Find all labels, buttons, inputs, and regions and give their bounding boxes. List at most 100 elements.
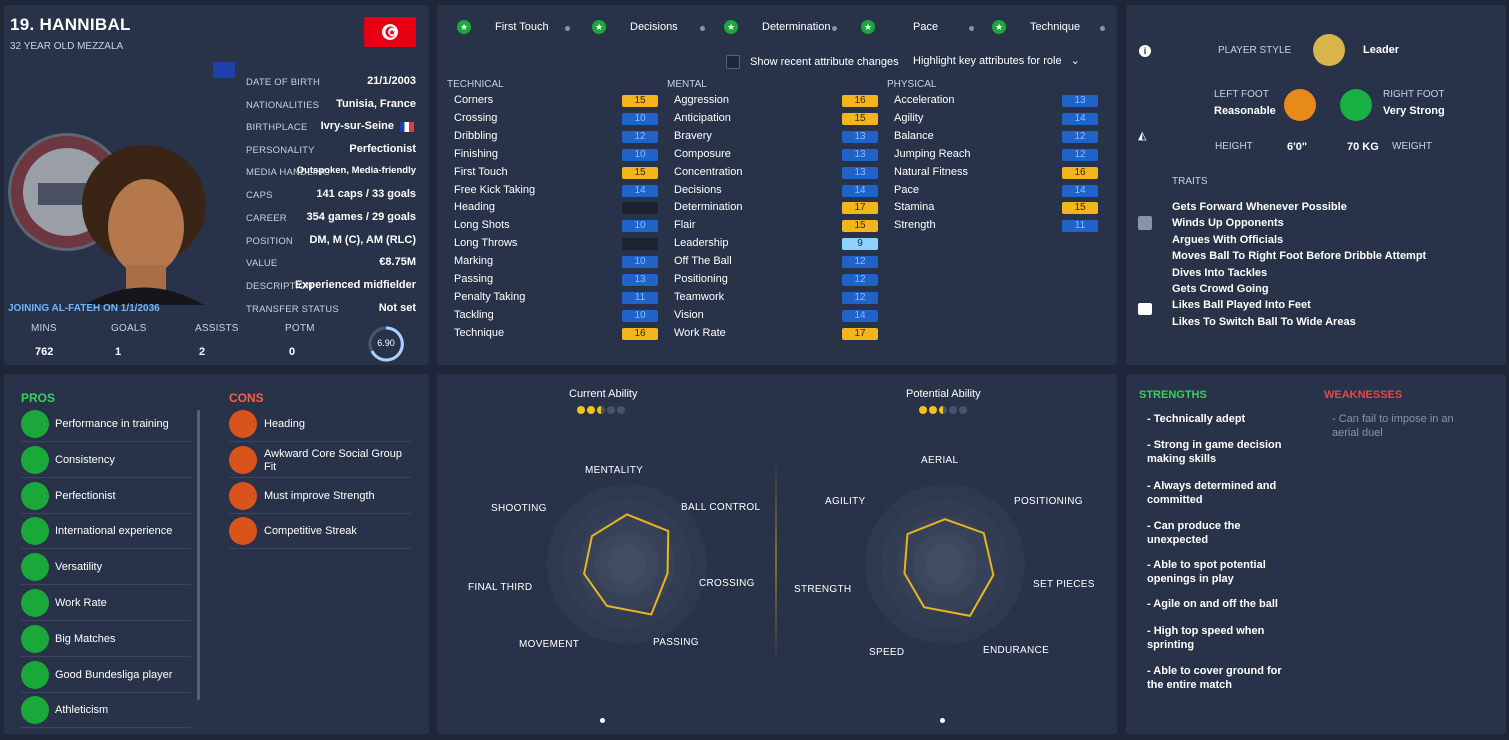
player-style-value: Leader: [1363, 44, 1400, 56]
detail-label: NATIONALITIES: [246, 100, 320, 111]
attr-value-badge: 12: [1062, 130, 1098, 143]
detail-label: MEDIA HANDLING: [246, 167, 331, 178]
attr-name: Decisions: [674, 183, 722, 196]
pro-item: Big Matches: [21, 621, 191, 657]
technical-header: TECHNICAL: [447, 79, 504, 90]
right-foot-label: RIGHT FOOT: [1383, 89, 1445, 100]
left-foot-label: LEFT FOOT: [1214, 89, 1269, 100]
attr-name: Balance: [894, 129, 934, 142]
club-icon: [213, 62, 235, 78]
attr-value-badge: 12: [1062, 148, 1098, 161]
trait-item: Likes Ball Played Into Feet: [1172, 299, 1311, 312]
attr-value-badge: 10: [622, 220, 658, 233]
attr-name: Positioning: [674, 273, 728, 285]
attr-value-badge: 12: [842, 256, 878, 269]
attr-value-badge: 13: [842, 166, 878, 179]
key-attr-label[interactable]: Determination: [762, 21, 831, 33]
con-item: Competitive Streak: [229, 513, 411, 550]
detail-value: DM, M (C), AM (RLC): [309, 234, 416, 246]
pro-icon: [21, 624, 49, 653]
pro-icon: [21, 553, 49, 582]
ability-star-icon: [929, 406, 937, 414]
attr-name: Tackling: [454, 308, 494, 321]
pro-icon: [21, 696, 49, 725]
stat-header: POTM: [285, 323, 315, 334]
pro-icon: [21, 481, 49, 510]
france-flag-icon: [400, 122, 414, 132]
radar-ring: [607, 544, 647, 584]
strength-item: - Agile on and off the ball: [1147, 598, 1278, 610]
pros-scrollbar[interactable]: [197, 410, 200, 700]
radar-axis-label: POSITIONING: [1014, 496, 1083, 507]
right-foot-value: Very Strong: [1383, 105, 1445, 117]
strength-item: - Always determined and committed: [1147, 480, 1277, 506]
attr-value-badge: 14: [842, 184, 878, 197]
radar-polygon: [903, 518, 995, 618]
detail-value: 141 caps / 33 goals: [316, 188, 416, 200]
radar-axis-label: MOVEMENT: [519, 639, 580, 650]
traits-label: TRAITS: [1172, 176, 1208, 187]
stat-value: 762: [35, 346, 54, 358]
right-foot-icon: [1340, 89, 1372, 121]
strength-item: - High top speed when sprinting: [1147, 625, 1265, 651]
pro-label: Good Bundesliga player: [55, 668, 173, 681]
detail-value: Perfectionist: [349, 143, 416, 155]
attr-name: Corners: [454, 94, 494, 106]
pro-label: Versatility: [55, 561, 103, 574]
attr-value-badge: 13: [622, 274, 658, 286]
attr-name: Technique: [454, 326, 505, 339]
attr-name: Work Rate: [674, 326, 726, 339]
player-subtitle: 32 YEAR OLD MEZZALA: [10, 41, 124, 52]
radar-axis-label: MENTALITY: [585, 465, 644, 476]
attr-name: Composure: [674, 147, 731, 160]
page-dot-left[interactable]: [600, 718, 605, 723]
pro-item: Work Rate: [21, 585, 191, 621]
chevron-down-icon: ⌄: [1070, 55, 1080, 67]
potential-ability-label: Potential Ability: [906, 388, 981, 400]
radar-chart-right: [865, 484, 1025, 644]
key-attr-star-icon: ★: [457, 20, 471, 34]
rating-gauge: 6.90: [367, 325, 405, 363]
ability-star-icon: [587, 406, 595, 414]
key-attr-label[interactable]: Technique: [1030, 21, 1081, 33]
attr-value-badge: 14: [1062, 184, 1098, 197]
detail-label: DATE OF BIRTH: [246, 77, 321, 88]
key-attr-star-icon: ★: [724, 20, 738, 34]
radar-axis-label: AERIAL: [921, 455, 959, 466]
highlight-dropdown-label: Highlight key attributes for role: [913, 55, 1062, 67]
attr-value-badge: 13: [842, 130, 878, 143]
pro-item: International experience: [21, 513, 191, 550]
show-changes-checkbox[interactable]: [726, 55, 740, 69]
ability-star-icon: [959, 406, 967, 414]
attr-name: Pace: [894, 183, 920, 196]
strength-item: - Can produce the unexpected: [1147, 520, 1241, 546]
attr-name: Long Throws: [454, 237, 518, 250]
weight-label: WEIGHT: [1392, 141, 1432, 152]
radar-axis-label: BALL CONTROL: [681, 502, 761, 513]
pro-label: Consistency: [55, 453, 115, 466]
key-attr-label[interactable]: Decisions: [630, 21, 678, 33]
attr-value-badge: 10: [622, 309, 658, 322]
con-icon: [229, 481, 257, 510]
attr-value-badge: 16: [622, 327, 658, 340]
attr-value-badge: 17: [842, 327, 878, 340]
strength-item: - Strong in game decision making skills: [1147, 439, 1282, 465]
key-attr-label[interactable]: Pace: [913, 21, 939, 33]
radar-divider: [775, 456, 777, 666]
attr-name: Passing: [454, 273, 494, 285]
key-attr-star-icon: ★: [592, 20, 606, 34]
strength-item: - Technically adept: [1147, 413, 1246, 425]
detail-label: TRANSFER STATUS: [246, 304, 339, 315]
attr-value-badge: 15: [842, 112, 878, 125]
con-label: Heading: [264, 418, 305, 430]
info-icon[interactable]: i: [1139, 45, 1151, 57]
trait-item: Gets Forward Whenever Possible: [1172, 201, 1347, 213]
radar-panel: Current Ability Potential Ability MENTAL…: [437, 374, 1117, 734]
key-attr-label[interactable]: First Touch: [495, 21, 549, 33]
attr-name: Dribbling: [454, 129, 498, 142]
attr-value-badge: 15: [622, 95, 658, 107]
pro-label: International experience: [55, 525, 173, 538]
attr-name: Free Kick Taking: [454, 183, 536, 196]
page-dot-right[interactable]: [940, 718, 945, 723]
highlight-dropdown[interactable]: Highlight key attributes for role ⌄: [913, 54, 1080, 67]
